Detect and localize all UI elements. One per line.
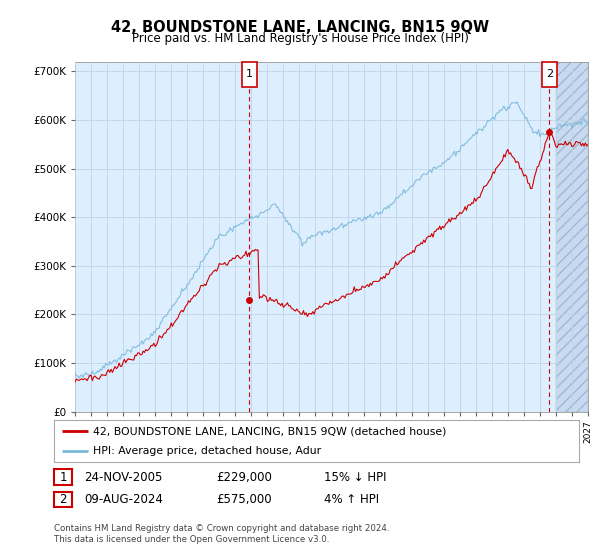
FancyBboxPatch shape [242,62,257,87]
Text: Price paid vs. HM Land Registry's House Price Index (HPI): Price paid vs. HM Land Registry's House … [131,32,469,45]
Text: 15% ↓ HPI: 15% ↓ HPI [324,470,386,484]
Text: 24-NOV-2005: 24-NOV-2005 [84,470,163,484]
Text: 42, BOUNDSTONE LANE, LANCING, BN15 9QW: 42, BOUNDSTONE LANE, LANCING, BN15 9QW [111,20,489,35]
Text: 1: 1 [246,69,253,79]
Text: £575,000: £575,000 [216,493,272,506]
Text: HPI: Average price, detached house, Adur: HPI: Average price, detached house, Adur [94,446,322,456]
Bar [556,62,588,412]
Text: 2: 2 [59,493,67,506]
Text: 4% ↑ HPI: 4% ↑ HPI [324,493,379,506]
Text: 2: 2 [545,69,553,79]
Bar [556,62,588,412]
FancyBboxPatch shape [542,62,557,87]
Text: 1: 1 [59,470,67,484]
Text: 42, BOUNDSTONE LANE, LANCING, BN15 9QW (detached house): 42, BOUNDSTONE LANE, LANCING, BN15 9QW (… [94,426,447,436]
Text: Contains HM Land Registry data © Crown copyright and database right 2024.
This d: Contains HM Land Registry data © Crown c… [54,524,389,544]
Text: 09-AUG-2024: 09-AUG-2024 [84,493,163,506]
Text: £229,000: £229,000 [216,470,272,484]
